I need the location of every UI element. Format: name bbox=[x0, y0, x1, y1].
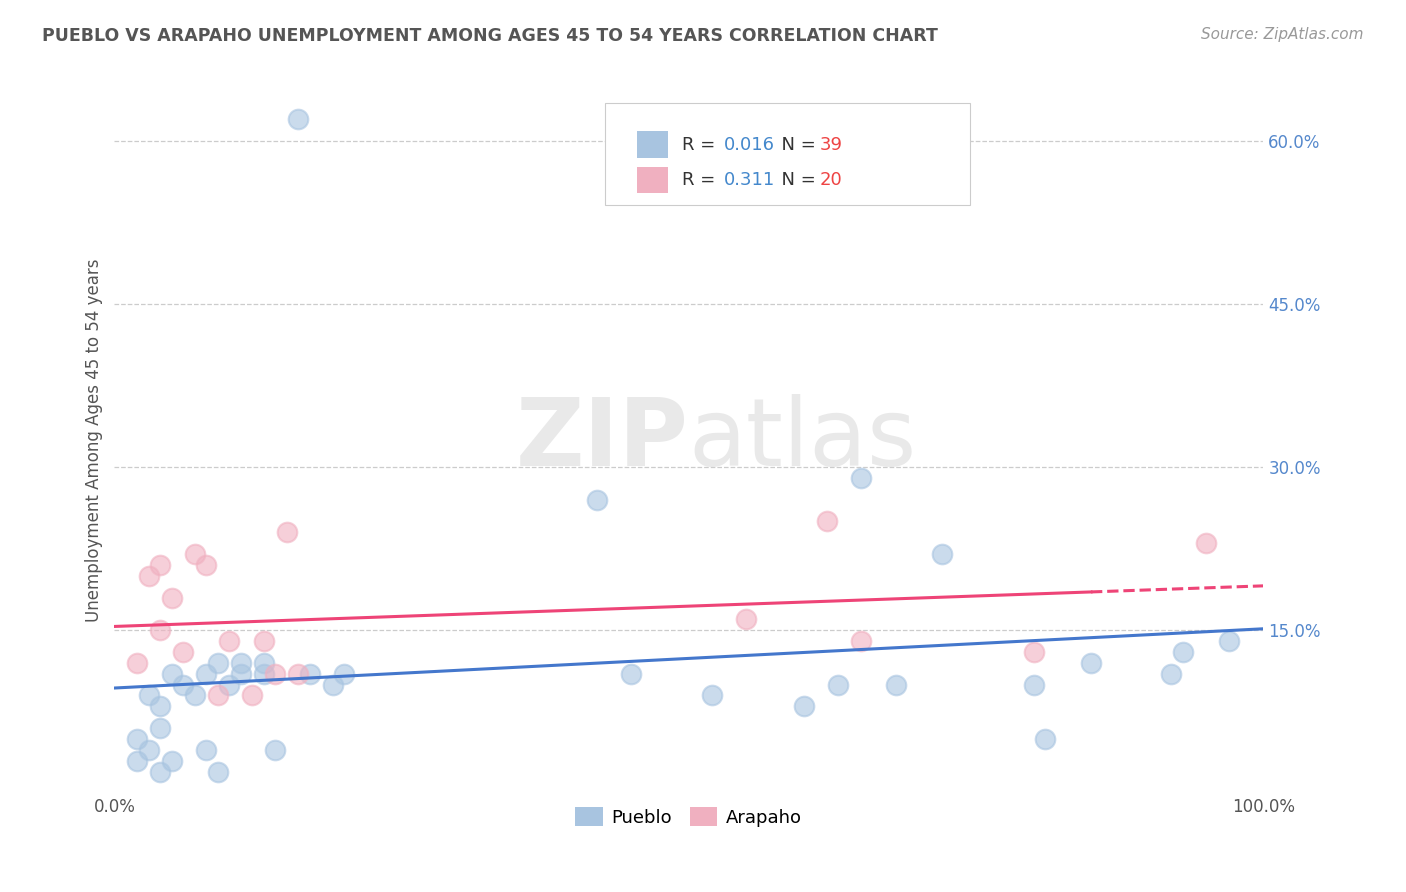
Point bbox=[127, 731, 149, 746]
Text: N =: N = bbox=[770, 136, 823, 153]
Point bbox=[149, 721, 172, 735]
Text: 39: 39 bbox=[820, 136, 842, 153]
Point bbox=[138, 569, 160, 583]
Text: R =: R = bbox=[682, 171, 727, 189]
Point bbox=[287, 112, 309, 126]
Text: R =: R = bbox=[682, 136, 721, 153]
Text: 0.311: 0.311 bbox=[724, 171, 775, 189]
Point bbox=[218, 634, 240, 648]
Point bbox=[815, 515, 838, 529]
Point bbox=[1160, 666, 1182, 681]
Point bbox=[620, 666, 643, 681]
Point bbox=[195, 666, 218, 681]
Point bbox=[138, 743, 160, 757]
Point bbox=[253, 634, 276, 648]
Text: 0.016: 0.016 bbox=[724, 136, 775, 153]
Point bbox=[149, 699, 172, 714]
Point bbox=[276, 525, 298, 540]
Text: PUEBLO VS ARAPAHO UNEMPLOYMENT AMONG AGES 45 TO 54 YEARS CORRELATION CHART: PUEBLO VS ARAPAHO UNEMPLOYMENT AMONG AGE… bbox=[42, 27, 938, 45]
Point bbox=[1022, 645, 1045, 659]
Point bbox=[127, 656, 149, 670]
Point bbox=[195, 558, 218, 572]
Point bbox=[160, 754, 183, 768]
Point bbox=[827, 677, 849, 691]
Point bbox=[127, 754, 149, 768]
Point bbox=[735, 612, 758, 626]
Point bbox=[1195, 536, 1218, 550]
Point bbox=[851, 634, 873, 648]
Point bbox=[138, 689, 160, 703]
Point bbox=[229, 656, 252, 670]
Point bbox=[884, 677, 907, 691]
Point bbox=[253, 666, 276, 681]
Point bbox=[195, 743, 218, 757]
Point bbox=[149, 623, 172, 637]
Point bbox=[1033, 731, 1056, 746]
Point bbox=[218, 677, 240, 691]
Point bbox=[240, 689, 263, 703]
Point bbox=[264, 666, 287, 681]
Point bbox=[333, 666, 356, 681]
Point bbox=[149, 764, 172, 779]
Text: ZIP: ZIP bbox=[516, 394, 689, 486]
Text: Source: ZipAtlas.com: Source: ZipAtlas.com bbox=[1201, 27, 1364, 42]
Point bbox=[1171, 645, 1194, 659]
Point bbox=[586, 492, 609, 507]
Point bbox=[851, 471, 873, 485]
Point bbox=[253, 656, 276, 670]
Point bbox=[793, 699, 815, 714]
Point bbox=[287, 666, 309, 681]
Y-axis label: Unemployment Among Ages 45 to 54 years: Unemployment Among Ages 45 to 54 years bbox=[86, 258, 103, 622]
Point bbox=[184, 547, 207, 561]
Point bbox=[931, 547, 953, 561]
Point bbox=[1080, 656, 1102, 670]
Point bbox=[1022, 677, 1045, 691]
Point bbox=[700, 689, 723, 703]
Legend: Pueblo, Arapaho: Pueblo, Arapaho bbox=[568, 800, 810, 834]
Point bbox=[207, 656, 229, 670]
Point bbox=[207, 764, 229, 779]
Point bbox=[322, 677, 344, 691]
Point bbox=[184, 689, 207, 703]
Point bbox=[160, 666, 183, 681]
Point bbox=[298, 666, 321, 681]
Point bbox=[149, 558, 172, 572]
Text: atlas: atlas bbox=[689, 394, 917, 486]
Text: 20: 20 bbox=[820, 171, 842, 189]
Point bbox=[172, 645, 194, 659]
Point bbox=[160, 591, 183, 605]
Point bbox=[1218, 634, 1240, 648]
Point bbox=[207, 689, 229, 703]
Point bbox=[172, 677, 194, 691]
Point bbox=[264, 743, 287, 757]
Point bbox=[229, 666, 252, 681]
Text: N =: N = bbox=[770, 171, 823, 189]
